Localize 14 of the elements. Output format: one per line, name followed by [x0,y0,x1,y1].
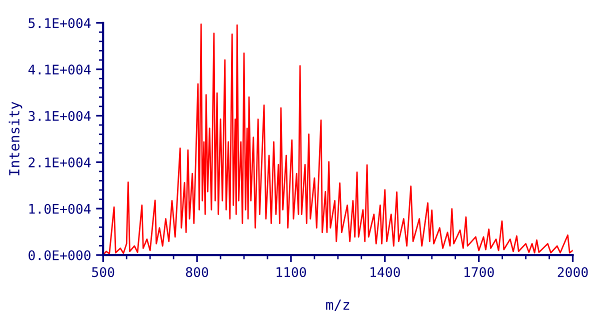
y-tick-label: 0.0E+000 [28,250,90,260]
x-tick-label: 1400 [370,267,400,278]
x-axis-title: m/z [326,300,350,312]
y-tick-label: 3.1E+004 [28,110,91,121]
y-tick-label: 1.0E+004 [29,204,91,214]
x-tick-label: 1100 [276,267,306,278]
y-axis-title: Intensity [8,102,22,176]
x-tick-label: 800 [186,267,208,278]
x-tick-label: 500 [92,267,114,278]
x-tick-label: 2000 [558,267,588,278]
y-tick-label: 4.1E+004 [28,64,91,75]
x-tick-label: 1700 [464,267,494,278]
y-tick-label: 2.1E+004 [28,157,91,168]
y-tick-label: 5.1E+004 [28,18,91,28]
